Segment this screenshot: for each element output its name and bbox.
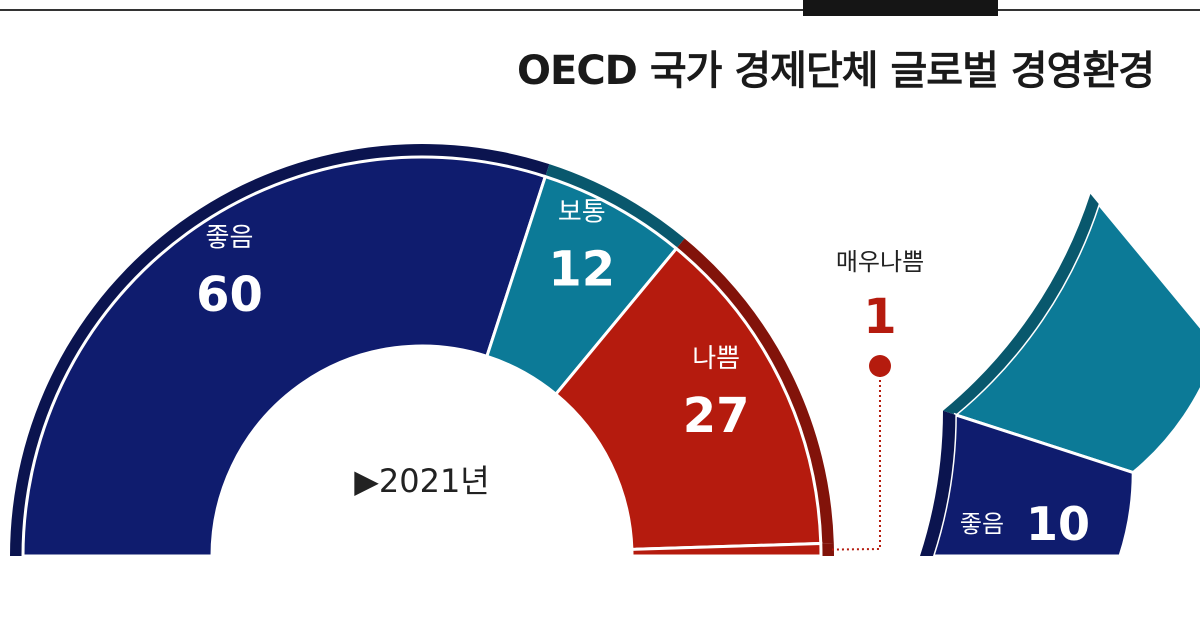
value-good: 60 xyxy=(196,267,263,323)
chart-title: OECD 국가 경제단체 글로벌 경영환경 xyxy=(517,48,1155,94)
slice-rim-very-bad xyxy=(820,543,834,556)
value-bad: 27 xyxy=(683,388,750,444)
label-normal: 보통 xyxy=(558,197,606,227)
year-label: ▶2021년 xyxy=(354,462,490,500)
slice-good xyxy=(21,155,548,558)
label-good: 좋음 xyxy=(206,223,254,253)
very-bad-leader-line xyxy=(831,370,881,551)
slice2-good-rim xyxy=(920,410,956,556)
slice2-normal-rim xyxy=(943,193,1099,415)
top-rule xyxy=(0,9,1200,11)
annotations: 매우나쁨 1 xyxy=(831,248,924,551)
chart-second: 좋음 10 보 xyxy=(920,193,1200,558)
top-tab-block xyxy=(803,0,998,16)
value2-good: 10 xyxy=(1026,497,1090,551)
value-normal: 12 xyxy=(548,241,615,297)
chart-2021: 좋음 60 보통 12 나쁨 27 ▶2021년 xyxy=(10,143,834,558)
label-very-bad: 매우나쁨 xyxy=(836,248,924,276)
slice-very-bad xyxy=(630,541,823,558)
label-bad: 나쁨 xyxy=(692,344,740,374)
slice-bad xyxy=(553,246,823,551)
label2-normal: 보 xyxy=(1186,247,1200,277)
value-very-bad: 1 xyxy=(863,289,896,345)
very-bad-marker xyxy=(869,355,891,377)
label2-good: 좋음 xyxy=(960,510,1004,538)
